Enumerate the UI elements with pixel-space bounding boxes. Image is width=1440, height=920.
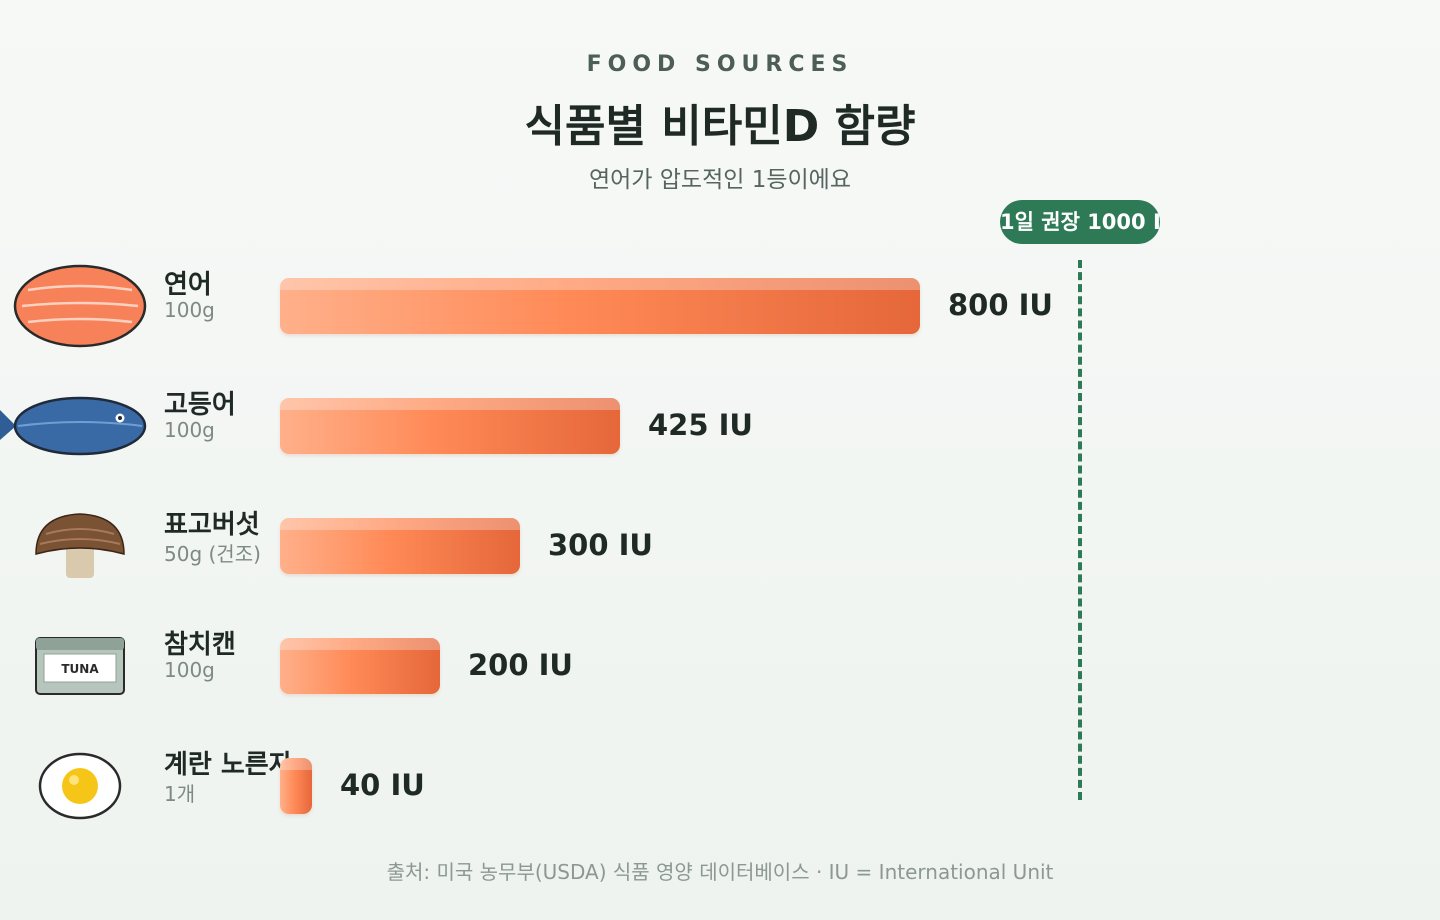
food-name: 연어	[164, 270, 212, 300]
bar	[280, 638, 440, 694]
food-amount: 100g	[164, 658, 215, 682]
mackerel-icon	[0, 378, 160, 478]
bar-row-tuna: TUNA 참치캔 100g 200 IU	[0, 618, 1440, 718]
bar-row-shiitake: 표고버섯 50g (건조) 300 IU	[0, 498, 1440, 598]
tuna-can-icon: TUNA	[0, 618, 160, 718]
bar-value-label: 300 IU	[548, 528, 653, 562]
food-name: 참치캔	[164, 630, 236, 660]
salmon-icon	[0, 258, 160, 358]
bar	[280, 278, 920, 334]
food-amount: 1개	[164, 782, 196, 806]
bar-row-salmon: 연어 100g 800 IU	[0, 258, 1440, 358]
food-name: 고등어	[164, 390, 236, 420]
food-amount: 50g (건조)	[164, 542, 261, 566]
daily-recommendation-line	[1078, 260, 1082, 800]
food-name: 표고버섯	[164, 510, 260, 540]
food-amount: 100g	[164, 298, 215, 322]
bar	[280, 518, 520, 574]
bar-value-label: 40 IU	[340, 768, 425, 802]
source-footnote: 출처: 미국 농무부(USDA) 식품 영양 데이터베이스 · IU = Int…	[386, 860, 1054, 884]
bar	[280, 398, 620, 454]
bar-value-label: 200 IU	[468, 648, 573, 682]
chart-title: 식품별 비타민D 함량	[524, 101, 916, 152]
bar-value-label: 800 IU	[948, 288, 1053, 322]
bar-row-mackerel: 고등어 100g 425 IU	[0, 378, 1440, 478]
egg-yolk-icon	[0, 738, 160, 838]
food-amount: 100g	[164, 418, 215, 442]
bar-row-egg-yolk: 계란 노른자 1개 40 IU	[0, 738, 1440, 838]
bar-value-label: 425 IU	[648, 408, 753, 442]
chart-subtitle: 연어가 압도적인 1등이에요	[588, 167, 851, 193]
food-name: 계란 노른자	[164, 750, 293, 780]
bar	[280, 758, 312, 814]
tuna-can-label: TUNA	[61, 662, 99, 676]
daily-recommendation-badge: 1일 권장 1000 IU	[1000, 200, 1160, 244]
shiitake-mushroom-icon	[0, 498, 160, 598]
eyebrow-label: FOOD SOURCES	[586, 52, 854, 77]
